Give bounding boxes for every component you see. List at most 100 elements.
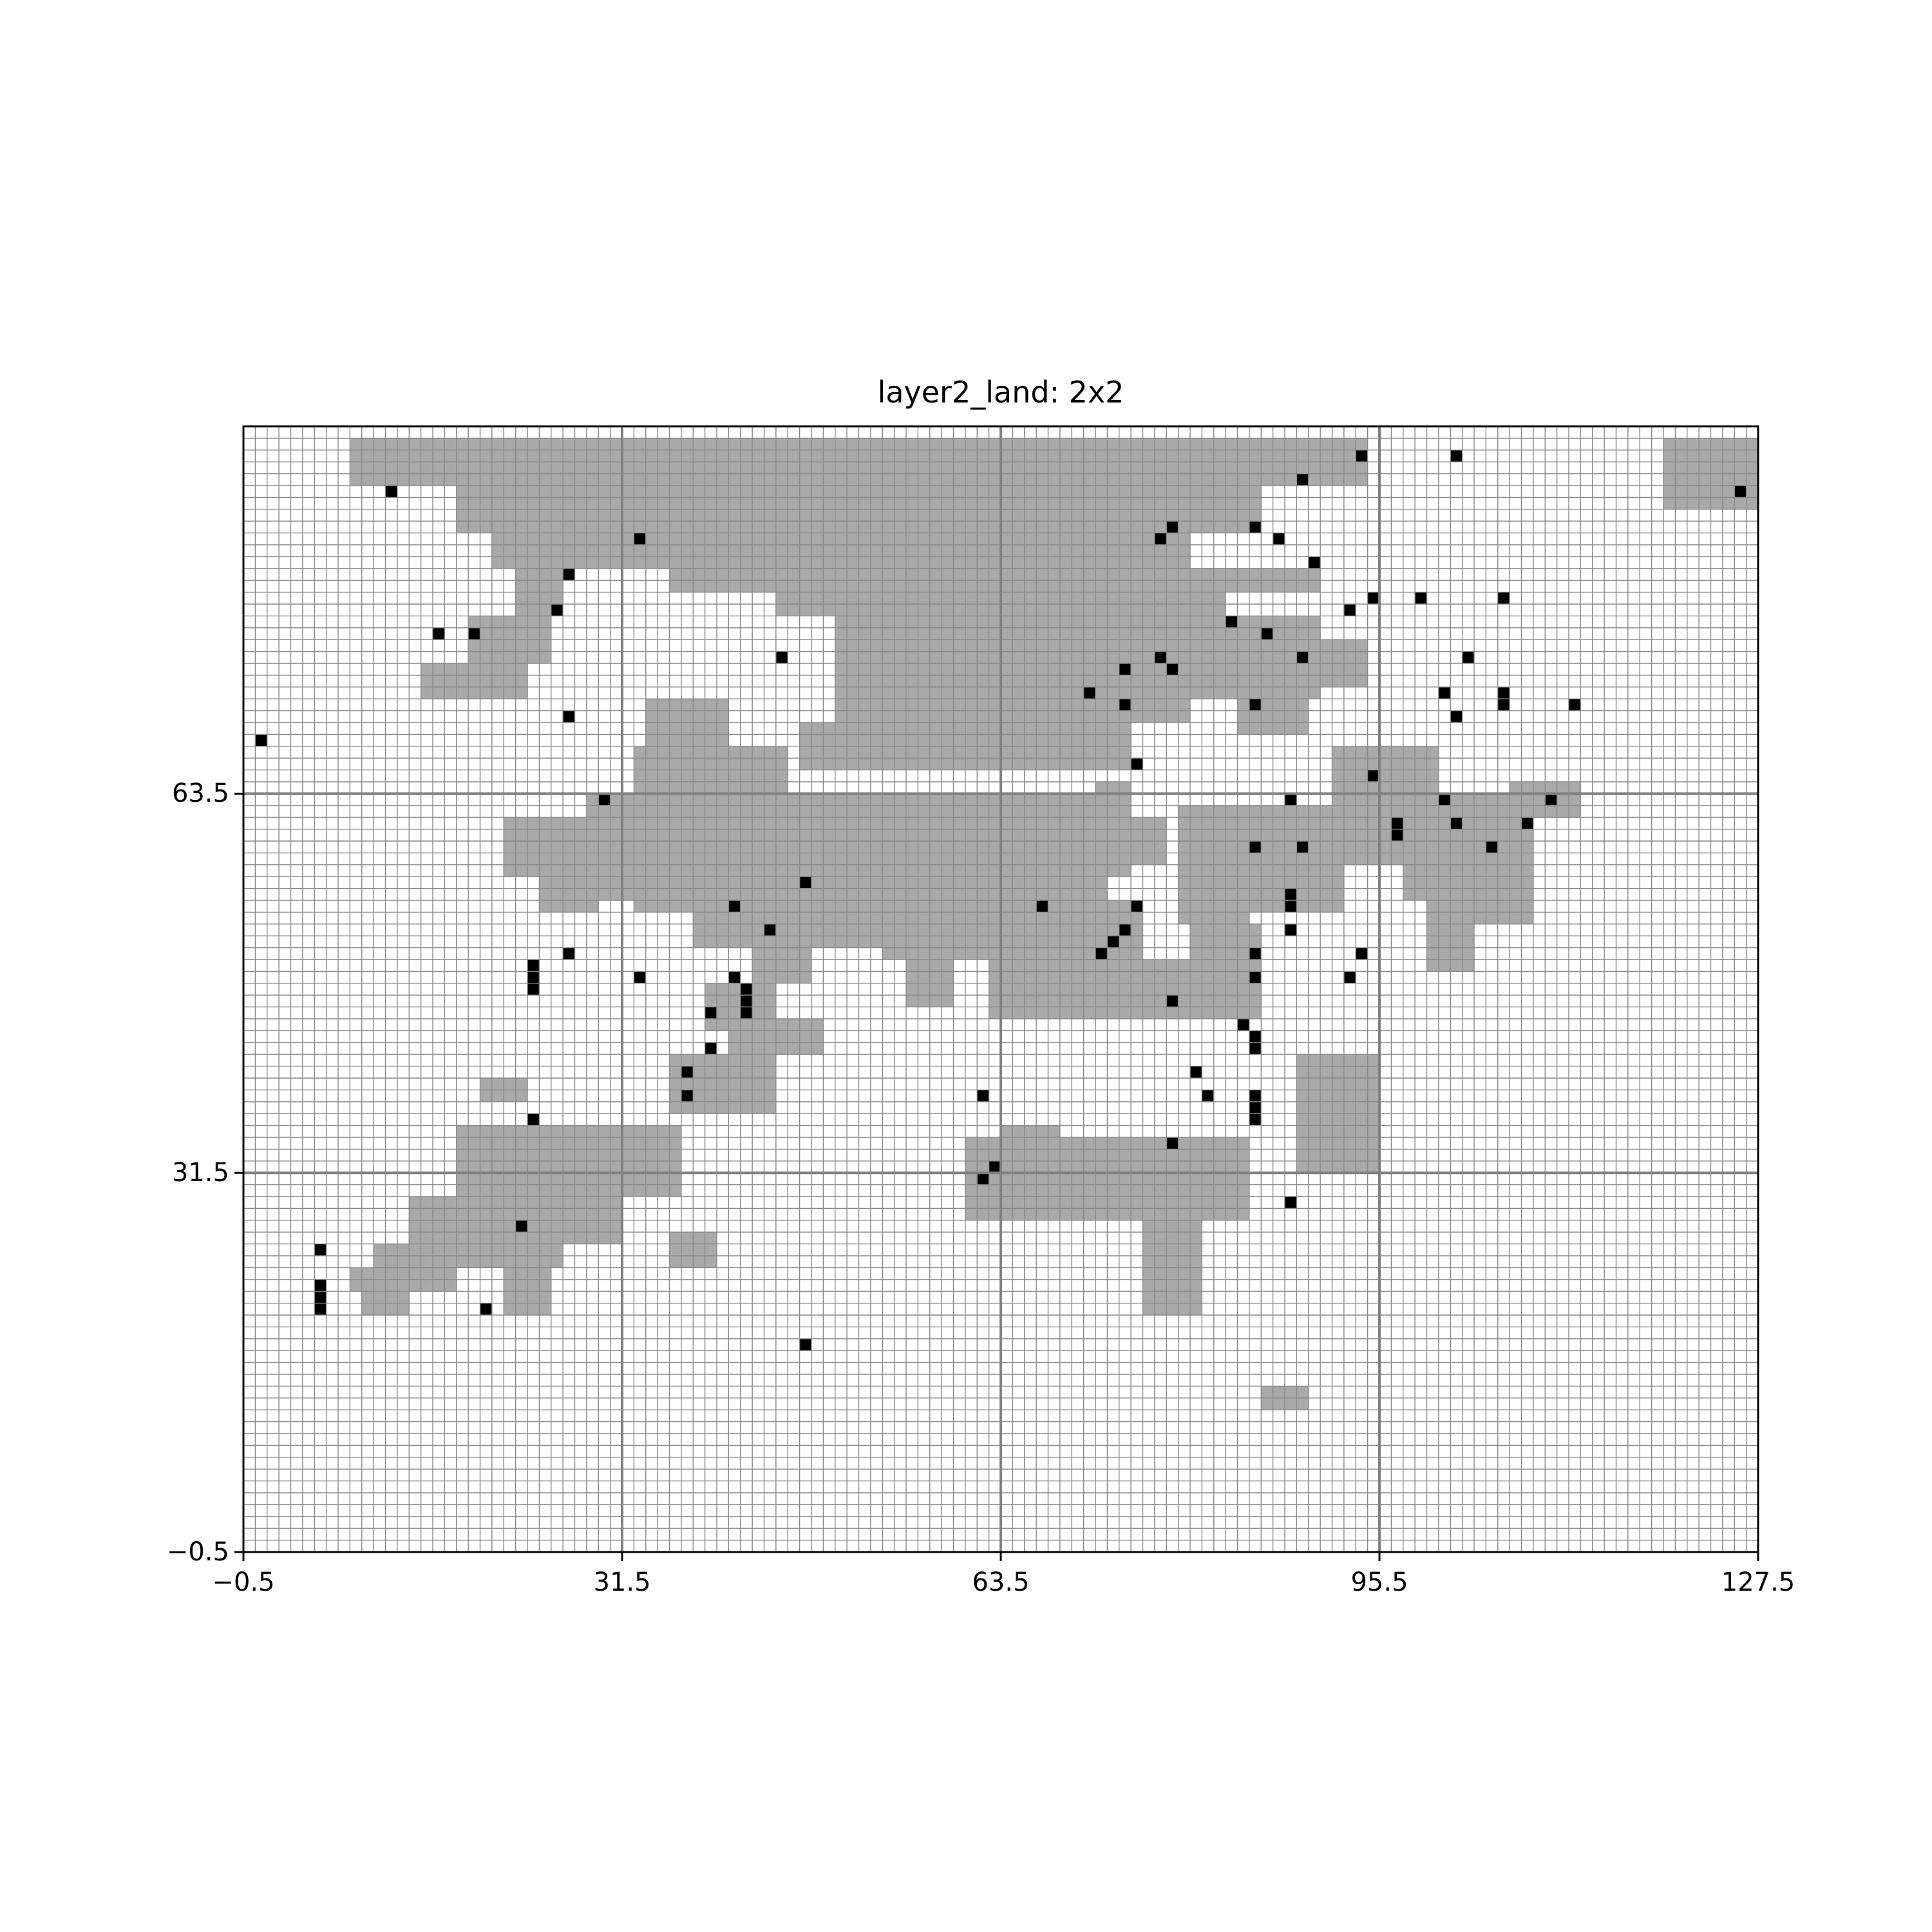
marker-cell xyxy=(1166,995,1179,1007)
marker-cell xyxy=(551,604,564,616)
marker-cell xyxy=(1462,651,1474,663)
marker-cell xyxy=(1438,687,1451,699)
marker-cell xyxy=(1308,556,1321,569)
marker-cell xyxy=(1249,1101,1262,1114)
marker-cell xyxy=(314,1303,327,1315)
marker-cell xyxy=(527,960,540,972)
marker-cell xyxy=(314,1291,327,1303)
marker-cell xyxy=(989,1160,1001,1173)
x-tick-label: 127.5 xyxy=(1721,1567,1795,1597)
marker-cell xyxy=(515,1220,527,1233)
marker-cell xyxy=(705,1007,717,1019)
x-tick-label: 31.5 xyxy=(593,1567,651,1597)
marker-cell xyxy=(1285,923,1297,936)
marker-cell xyxy=(1285,793,1297,806)
marker-cell xyxy=(527,1113,540,1126)
marker-cell xyxy=(1450,817,1463,829)
marker-cell xyxy=(1438,793,1451,806)
marker-cell xyxy=(1249,1042,1262,1055)
marker-cell xyxy=(799,1338,811,1351)
marker-cell xyxy=(1249,971,1262,983)
marker-cell xyxy=(1367,592,1379,604)
marker-cell xyxy=(1296,841,1309,853)
marker-cell xyxy=(775,651,788,663)
marker-cell xyxy=(385,486,397,498)
marker-cell xyxy=(1261,627,1273,640)
marker-cell xyxy=(1367,770,1379,782)
marker-cell xyxy=(681,1090,694,1102)
marker-cell xyxy=(468,627,480,640)
marker-cell xyxy=(1497,687,1510,699)
marker-cell xyxy=(740,1007,753,1019)
marker-cell xyxy=(1296,651,1309,663)
marker-cell xyxy=(1450,450,1463,462)
marker-cell xyxy=(1497,592,1510,604)
marker-cell xyxy=(433,627,445,640)
marker-cell xyxy=(1343,971,1356,983)
marker-cell xyxy=(1497,699,1510,711)
marker-cell xyxy=(1249,1090,1262,1102)
marker-cell xyxy=(1036,900,1048,913)
marker-cell xyxy=(1356,450,1368,462)
marker-cell xyxy=(1285,1197,1297,1209)
land-region xyxy=(539,876,599,913)
marker-cell xyxy=(1202,1090,1214,1102)
land-region xyxy=(1166,616,1321,699)
marker-cell xyxy=(1095,947,1108,960)
marker-cell xyxy=(1083,687,1095,699)
land-region xyxy=(693,912,895,948)
marker-cell xyxy=(1545,793,1557,806)
marker-cell xyxy=(799,876,811,889)
marker-cell xyxy=(1343,604,1356,616)
marker-cell xyxy=(1154,533,1167,545)
marker-cell xyxy=(1119,663,1132,676)
marker-cell xyxy=(1450,710,1463,723)
land-region xyxy=(491,533,1190,569)
marker-cell xyxy=(1356,947,1368,960)
land-region xyxy=(989,960,1190,1019)
x-tick-label: 63.5 xyxy=(972,1567,1030,1597)
marker-cell xyxy=(1391,829,1403,841)
marker-cell xyxy=(1166,663,1179,676)
marker-cell xyxy=(634,971,646,983)
marker-cell xyxy=(1273,533,1285,545)
marker-cell xyxy=(563,710,575,723)
chart-title: layer2_land: 2x2 xyxy=(877,375,1124,410)
marker-cell xyxy=(1166,1137,1179,1150)
land-region xyxy=(752,947,811,983)
marker-cell xyxy=(1569,699,1581,711)
y-tick-label: 63.5 xyxy=(171,779,229,809)
marker-cell xyxy=(1226,616,1238,628)
marker-cell xyxy=(977,1173,989,1185)
marker-cell xyxy=(705,1042,717,1055)
marker-cell xyxy=(563,568,575,581)
marker-cell xyxy=(1119,923,1132,936)
marker-cell xyxy=(728,900,741,913)
marker-cell xyxy=(1237,1019,1249,1031)
marker-cell xyxy=(764,923,776,936)
marker-cell xyxy=(1154,651,1167,663)
marker-cell xyxy=(1285,900,1297,913)
marker-cell xyxy=(527,971,540,983)
x-tick-label: 95.5 xyxy=(1350,1567,1408,1597)
marker-cell xyxy=(563,947,575,960)
marker-cell xyxy=(480,1303,492,1315)
marker-cell xyxy=(1296,473,1309,486)
marker-cell xyxy=(1249,521,1262,533)
y-tick-label: 31.5 xyxy=(171,1158,229,1188)
marker-cell xyxy=(1734,486,1747,498)
x-tick-label: −0.5 xyxy=(212,1567,275,1597)
marker-cell xyxy=(1249,1113,1262,1126)
marker-cell xyxy=(527,983,540,996)
marker-cell xyxy=(314,1244,327,1256)
marker-cell xyxy=(681,1066,694,1078)
marker-cell xyxy=(1166,521,1179,533)
marker-cell xyxy=(1285,888,1297,900)
marker-cell xyxy=(1190,1066,1202,1078)
land-region xyxy=(669,1054,776,1114)
marker-cell xyxy=(1415,592,1427,604)
marker-cell xyxy=(1119,699,1132,711)
marker-cell xyxy=(1107,936,1119,948)
